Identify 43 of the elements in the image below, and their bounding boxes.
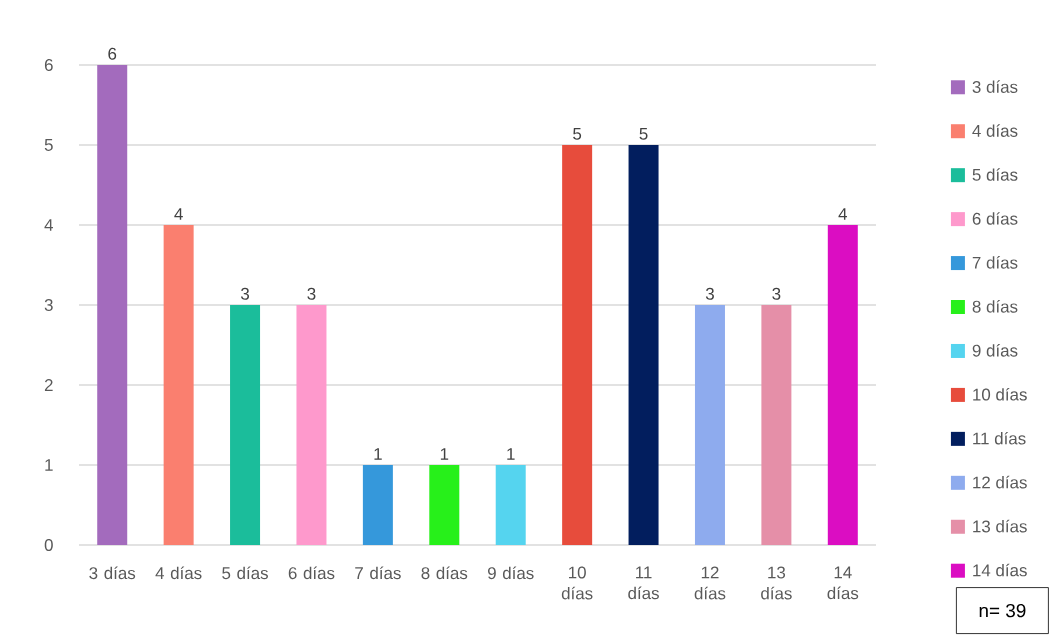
- x-tick-label: 4 días: [155, 566, 202, 580]
- data-label: 1: [374, 448, 382, 460]
- legend-label: 6 días: [972, 212, 1018, 225]
- x-tick-label: 13 días: [761, 566, 792, 600]
- legend-label: 3 días: [972, 80, 1018, 93]
- data-label: 3: [772, 287, 781, 300]
- data-label: 5: [573, 127, 582, 140]
- x-tick-label: 9 días: [487, 566, 534, 580]
- legend-label: 10 días: [973, 387, 1027, 401]
- legend-label: 9 días: [972, 343, 1018, 357]
- y-tick-label: 1: [45, 459, 53, 471]
- x-tick-label: 11 días: [628, 566, 659, 600]
- data-label: 3: [705, 287, 714, 300]
- x-tick-label: 6 días: [288, 566, 335, 580]
- data-label: 3: [240, 287, 250, 300]
- y-tick-label: 2: [44, 379, 53, 391]
- text: n= 39: [979, 603, 1026, 618]
- data-label: 3: [307, 287, 316, 300]
- data-label: 5: [639, 127, 648, 140]
- legend-label: 5 días: [972, 168, 1018, 181]
- data-label: 4: [838, 208, 848, 220]
- x-tick-label: 10 días: [561, 566, 593, 600]
- legend-label: 11 días: [973, 431, 1026, 445]
- x-tick-label: 8 días: [421, 566, 468, 580]
- x-tick-label: 7 días: [355, 566, 401, 580]
- x-tick-label: 3 días: [89, 566, 136, 580]
- y-tick-label: 0: [44, 538, 53, 551]
- x-tick-label: 5 días: [222, 566, 268, 580]
- legend-label: 13 días: [973, 519, 1027, 533]
- y-tick-label: 3: [44, 298, 53, 311]
- data-label: 4: [174, 208, 183, 220]
- y-tick-label: 5: [44, 139, 53, 151]
- legend-label: 8 días: [972, 300, 1018, 313]
- data-label: 1: [440, 448, 449, 460]
- legend-label: 7 días: [972, 256, 1018, 269]
- x-tick-label: 12 días: [694, 566, 726, 600]
- y-tick-label: 6: [44, 58, 53, 71]
- x-tick-label: 14 días: [827, 566, 859, 600]
- y-tick-label: 4: [44, 219, 53, 231]
- data-label: 6: [108, 47, 117, 60]
- legend-label: 4 días: [972, 124, 1018, 137]
- legend-label: 12 días: [973, 475, 1027, 489]
- data-label: 1: [507, 448, 515, 460]
